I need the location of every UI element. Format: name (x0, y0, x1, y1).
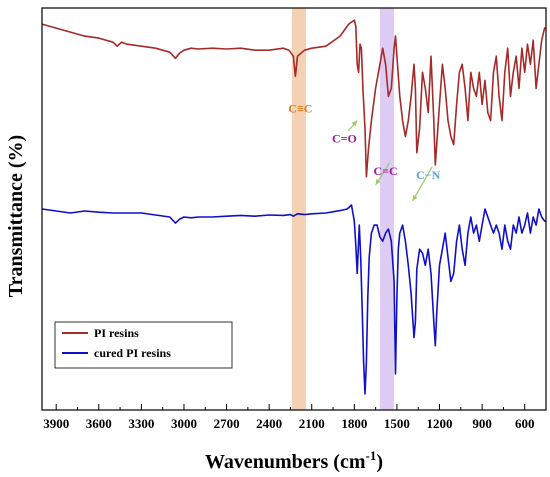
x-tick-label-3000: 3000 (171, 416, 197, 431)
annotation-label-0: C≡C (288, 102, 312, 116)
plot-frame (41, 7, 547, 411)
x-tick-label-3300: 3300 (128, 416, 154, 431)
x-tick-label-600: 600 (515, 416, 535, 431)
x-tick-label-900: 900 (472, 416, 492, 431)
annotation-label-2: C=C (373, 164, 397, 178)
x-tick-label-1500: 1500 (384, 416, 410, 431)
x-tick-label-2100: 2100 (299, 416, 325, 431)
x-axis-label: Wavenumbers (cm-1) (205, 448, 383, 473)
x-tick-label-3600: 3600 (86, 416, 112, 431)
spectra-lines (41, 19, 546, 395)
annotation-arrowhead-3 (412, 194, 418, 201)
peak-annotations: C≡C C=O C=C C−N (288, 102, 441, 202)
legend-label-pi-resins: PI resins (94, 326, 139, 340)
band-0 (291, 8, 307, 410)
series-line-cured-pi-resins (41, 204, 546, 395)
x-tick-label-1800: 1800 (341, 416, 367, 431)
x-tick-label-2700: 2700 (214, 416, 240, 431)
series-line-pi-resins (41, 19, 546, 178)
y-axis-label: Transmittance (%) (5, 135, 27, 297)
annotation-label-1: C=O (332, 132, 357, 146)
annotation-arrowhead-1 (351, 120, 358, 127)
annotation-arrowhead-2 (375, 178, 381, 185)
annotation-label-3: C−N (416, 168, 441, 182)
highlight-bands (291, 8, 395, 410)
x-tick-label-2400: 2400 (256, 416, 282, 431)
legend: PI resins cured PI resins (54, 321, 233, 369)
annotation-arrow-3 (411, 166, 433, 202)
x-tick-label-1200: 1200 (427, 416, 453, 431)
x-tick-label-3900: 3900 (43, 416, 69, 431)
x-axis-label-close: ) (376, 451, 383, 473)
x-axis-ticks: 3900 3600 3300 3000 2700 2400 2100 1800 1500 1200… (43, 404, 534, 431)
band-1 (379, 8, 395, 410)
legend-box (54, 321, 233, 369)
x-axis-label-superscript: -1 (366, 448, 377, 463)
legend-label-cured-pi-resins: cured PI resins (94, 346, 171, 360)
